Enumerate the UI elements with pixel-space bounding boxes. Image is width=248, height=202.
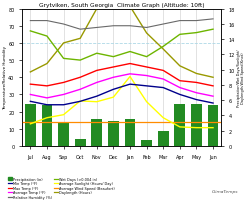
Bar	[75, 139, 86, 146]
Bar	[141, 140, 152, 146]
Legend: Precipitation (in), Min Temp (°F), Max Temp (°F), Average Temp (°F), Relative Hu: Precipitation (in), Min Temp (°F), Max T…	[7, 176, 116, 200]
Title: Grytviken, South Georgia  Climate Graph (Altitude: 10ft): Grytviken, South Georgia Climate Graph (…	[39, 3, 205, 8]
Bar	[158, 131, 169, 146]
Bar	[92, 119, 102, 146]
Bar	[174, 104, 185, 146]
Bar	[191, 104, 202, 146]
Bar	[108, 121, 119, 146]
Bar	[208, 106, 218, 146]
Text: ClimaTemps: ClimaTemps	[212, 189, 238, 193]
Bar	[25, 104, 36, 146]
Bar	[58, 123, 69, 146]
Bar	[124, 119, 135, 146]
Y-axis label: Temperature/Relative Humidity: Temperature/Relative Humidity	[3, 46, 7, 110]
Bar	[42, 106, 52, 146]
Y-axis label: Precipitation/Wet Days/Sunlight/
Daylength/Wind Speed(Knot): Precipitation/Wet Days/Sunlight/ Dayleng…	[237, 49, 245, 106]
